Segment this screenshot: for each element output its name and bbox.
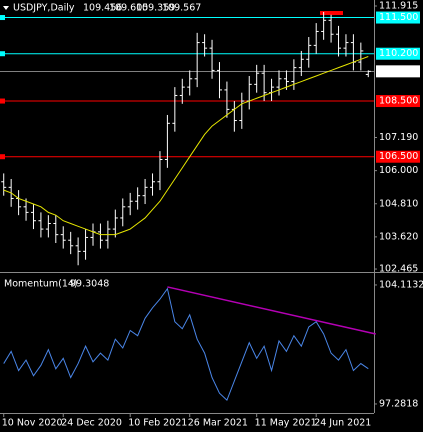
high-value: 109.605 [109, 3, 148, 14]
level-handle [0, 154, 5, 160]
y-tick-label: 103.620 [379, 231, 418, 242]
header-arrow [3, 6, 9, 10]
level-handle [0, 98, 5, 104]
y-tick-label: 104.810 [379, 198, 418, 209]
y-tick-label: 111.915 [379, 0, 418, 11]
y-tick-label: 104.1132 [379, 279, 423, 290]
y-tick-label: 97.2818 [379, 398, 418, 409]
x-tick-label: 10 Nov 2020 [2, 418, 63, 429]
level-label: 106.500 [379, 151, 418, 162]
open-value: 109.456 [83, 3, 122, 14]
level-label-box [376, 11, 420, 24]
level-label: 108.500 [379, 96, 418, 107]
trend-line [167, 286, 376, 335]
indicator-value: 99.3048 [70, 279, 109, 290]
current-price-box [376, 65, 420, 78]
symbol-title: USDJPY,Daily [13, 3, 75, 14]
level-handle [0, 15, 5, 21]
level-handle [0, 51, 5, 57]
header: USDJPY,Daily 109.456 109.605 109.359 109… [3, 3, 201, 290]
moving-average [3, 56, 369, 236]
level-label: 110.200 [379, 48, 418, 59]
x-tick-label: 26 Mar 2021 [188, 418, 248, 429]
level-label-box [376, 95, 420, 108]
x-tick-label: 24 Jun 2021 [314, 418, 371, 429]
y-tick-label: 102.465 [379, 264, 418, 275]
level-label: 111.500 [379, 12, 418, 23]
y-tick-label: 106.000 [379, 165, 418, 176]
close-value: 109.567 [162, 3, 201, 14]
y-tick-label: 107.190 [379, 132, 418, 143]
level-label-box [376, 150, 420, 163]
level-label-box [376, 47, 420, 60]
current-price-label: 109.567 [379, 66, 418, 77]
x-tick-label: 11 May 2021 [255, 418, 317, 429]
x-tick-label: 24 Dec 2020 [61, 418, 122, 429]
indicator-line [3, 287, 369, 402]
indicator-title: Momentum(14) [4, 279, 78, 290]
low-value: 109.359 [136, 3, 175, 14]
x-tick-label: 10 Feb 2021 [128, 418, 187, 429]
